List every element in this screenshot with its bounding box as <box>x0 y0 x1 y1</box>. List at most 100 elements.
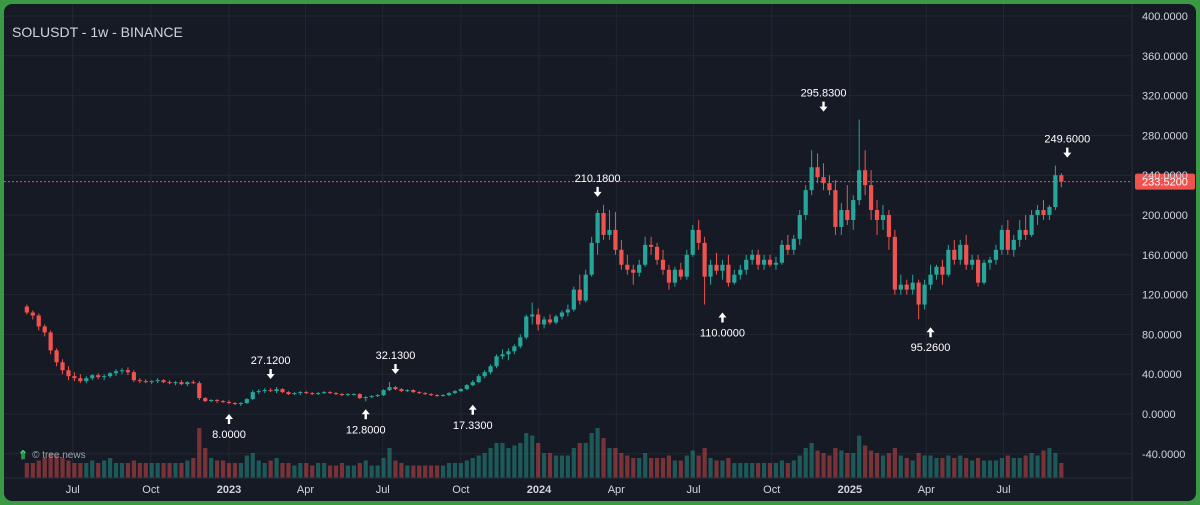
volume-bar <box>892 448 897 478</box>
candle-body <box>732 274 737 283</box>
volume-bar <box>595 428 600 478</box>
candle-body <box>993 249 999 260</box>
volume-bar <box>613 448 618 478</box>
chart-panel[interactable]: 233.5200 8.0000 27.1200 12.8000 32.1300 17.3… <box>4 4 1196 501</box>
volume-bar <box>524 433 529 478</box>
candle-body <box>785 244 790 250</box>
candle-body <box>547 319 553 323</box>
volume-bar <box>197 428 202 478</box>
volume-bar <box>137 463 142 478</box>
candle-body <box>470 382 475 386</box>
volume-bar <box>48 453 53 478</box>
candle-body <box>613 229 618 250</box>
volume-bar <box>220 460 226 478</box>
x-tick-label: Oct <box>452 484 469 496</box>
volume-bar <box>993 460 999 478</box>
candle-body <box>910 282 915 290</box>
volume-bar <box>464 460 469 478</box>
candle-body <box>637 264 642 273</box>
candle-body <box>898 284 903 290</box>
candle-body <box>512 346 517 352</box>
down-arrow-icon <box>593 186 602 197</box>
candle-body <box>72 376 77 379</box>
y-tick-label: 160.0000 <box>1142 250 1188 262</box>
candle-body <box>524 316 529 338</box>
candle-body <box>649 244 654 247</box>
y-tick-label: 240.0000 <box>1142 170 1188 182</box>
volume-bar <box>322 463 327 478</box>
volume-bar <box>559 455 565 478</box>
candle-body <box>857 170 862 201</box>
volume-bar <box>975 458 981 478</box>
volume-bar <box>203 448 208 478</box>
up-arrow-icon <box>718 312 727 323</box>
candle-body <box>880 215 886 220</box>
price-annotations: 8.0000 27.1200 12.8000 32.1300 17.3300 210.18… <box>212 88 1090 441</box>
candle-body <box>868 185 874 211</box>
candle-body <box>339 394 345 396</box>
candle-body <box>851 200 856 220</box>
volume-bar <box>1023 455 1028 478</box>
candle-body <box>601 213 606 235</box>
y-tick-label: 320.0000 <box>1142 91 1188 103</box>
volume-bars <box>24 428 1064 478</box>
candle-body <box>393 387 398 390</box>
candle-body <box>125 370 131 373</box>
volume-bar <box>886 453 892 478</box>
candle-body <box>84 378 89 382</box>
volume-bar <box>696 455 701 478</box>
candle-body <box>220 401 226 403</box>
candle-body <box>238 403 243 405</box>
volume-bar <box>268 460 273 478</box>
candle-body <box>970 259 975 265</box>
volume-bar <box>654 458 660 478</box>
volume-bar <box>375 465 380 478</box>
volume-bar <box>1035 455 1040 478</box>
candle-body <box>518 337 523 347</box>
volume-bar <box>922 455 927 478</box>
volume-bar <box>399 463 404 478</box>
volume-bar <box>530 435 535 478</box>
candle-body <box>559 312 565 317</box>
candle-body <box>946 249 951 275</box>
volume-bar <box>565 455 570 478</box>
candle-body <box>167 382 172 384</box>
candle-body <box>387 387 392 391</box>
candle-body <box>24 306 29 313</box>
volume-bar <box>78 463 83 478</box>
x-tick-label: Jul <box>687 484 701 496</box>
candles <box>24 119 1064 407</box>
volume-bar <box>393 460 398 478</box>
price-chart[interactable]: 233.5200 8.0000 27.1200 12.8000 32.1300 17.3… <box>4 4 1196 501</box>
candle-body <box>113 371 119 374</box>
candle-body <box>904 284 909 290</box>
candle-body <box>488 366 493 373</box>
volume-bar <box>553 455 559 478</box>
volume-bar <box>987 460 993 478</box>
volume-bar <box>631 458 636 478</box>
volume-bar <box>286 463 291 478</box>
volume-bar <box>470 458 475 478</box>
volume-bar <box>280 463 285 478</box>
volume-bar <box>601 438 606 478</box>
volume-bar <box>845 453 850 478</box>
candle-body <box>1053 175 1058 208</box>
x-tick-label: Apr <box>608 484 625 496</box>
annotation-label: 8.0000 <box>212 429 246 441</box>
volume-bar <box>1041 450 1046 478</box>
candle-body <box>179 382 184 385</box>
volume-bar <box>880 455 886 478</box>
candle-body <box>54 350 59 363</box>
candle-body <box>274 389 279 392</box>
candle-body <box>405 390 410 392</box>
volume-bar <box>708 458 713 478</box>
candle-body <box>607 229 612 235</box>
y-tick-label: 200.0000 <box>1142 210 1188 222</box>
grid-lines <box>4 4 1132 478</box>
annotation-label: 17.3300 <box>453 420 493 432</box>
candle-body <box>280 389 285 393</box>
volume-bar <box>102 460 107 478</box>
candle-body <box>1017 229 1022 240</box>
volume-bar <box>607 448 612 478</box>
candle-body <box>434 395 440 397</box>
